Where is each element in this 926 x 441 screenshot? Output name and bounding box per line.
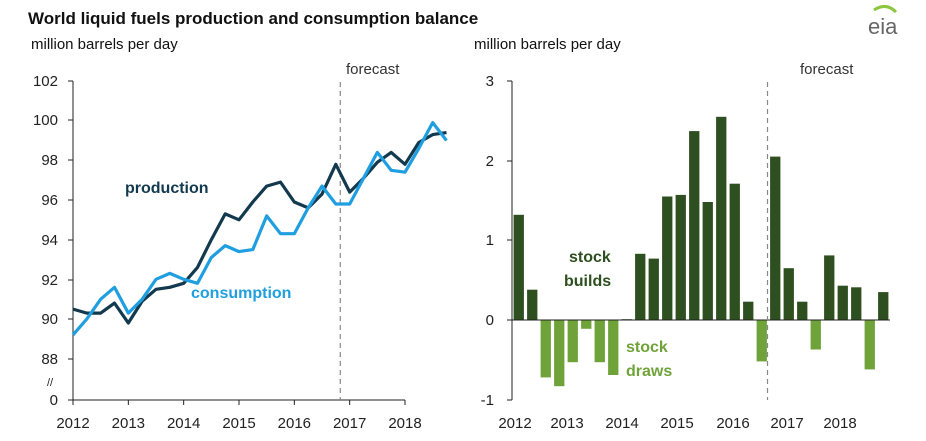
left-y-tick-98: 98 — [41, 152, 58, 169]
stock-draws-label-line1: stock — [626, 339, 668, 356]
bar-2017Q4 — [824, 255, 835, 320]
left-y-tick-96: 96 — [41, 192, 58, 209]
left-y-tick-88: 88 — [41, 351, 58, 368]
left-x-tick-2014: 2014 — [167, 415, 200, 432]
bar-2018Q4 — [878, 292, 889, 320]
right-panel: million barrels per day forecast 3210-1 … — [474, 36, 890, 432]
right-bars — [513, 116, 889, 387]
left-panel: million barrels per day forecast 102 100 9… — [31, 36, 448, 432]
bar-2017Q2 — [797, 301, 808, 320]
left-x-tick-2013: 2013 — [112, 415, 145, 432]
left-y-tick-labels: 102 100 98 96 94 92 90 88 0 — [33, 73, 58, 409]
bar-2012Q2 — [527, 289, 538, 320]
right-y-tick--1: -1 — [481, 392, 494, 409]
bar-2015Q1 — [675, 194, 686, 320]
right-x-tick-2012: 2012 — [498, 415, 531, 432]
bar-2016Q4 — [770, 156, 781, 320]
bar-2012Q1 — [513, 214, 524, 320]
right-x-tick-2016: 2016 — [716, 415, 749, 432]
bar-2014Q3 — [648, 258, 659, 320]
left-x-tick-2018: 2018 — [388, 415, 421, 432]
bar-2015Q4 — [716, 116, 727, 320]
stock-builds-label-line1: stock — [569, 249, 611, 266]
bar-2013Q1 — [567, 320, 578, 363]
left-y-tick-0: 0 — [50, 392, 58, 409]
production-label: production — [125, 180, 209, 197]
bar-2018Q3 — [864, 320, 875, 370]
production-line — [72, 131, 447, 325]
logo-text: eia — [868, 14, 898, 39]
left-x-tick-labels: 2012 2013 2014 2015 2016 2017 2018 — [56, 415, 421, 432]
left-y-tick-100: 100 — [33, 112, 58, 129]
right-x-tick-labels: 2012 2013 2014 2015 2016 2017 2018 — [498, 415, 856, 432]
left-x-tick-2012: 2012 — [56, 415, 89, 432]
bar-2016Q1 — [729, 183, 740, 320]
right-y-tick-3: 3 — [486, 73, 494, 90]
bar-2014Q2 — [635, 253, 646, 320]
bar-2016Q3 — [756, 320, 767, 362]
bar-2017Q1 — [783, 268, 794, 320]
right-y-tick-labels: 3 2 1 0 -1 — [481, 73, 494, 409]
chart-title: World liquid fuels production and consum… — [28, 9, 478, 28]
bar-2013Q2 — [581, 320, 592, 329]
bar-2015Q2 — [689, 131, 700, 320]
right-x-tick-2013: 2013 — [550, 415, 583, 432]
right-y-tick-2: 2 — [486, 153, 494, 170]
right-x-tick-2018: 2018 — [823, 415, 856, 432]
left-forecast-label: forecast — [346, 61, 400, 78]
bar-2012Q3 — [540, 320, 551, 378]
left-y-tick-92: 92 — [41, 272, 58, 289]
bar-2016Q2 — [743, 301, 754, 320]
left-series-lines — [71, 120, 448, 336]
consumption-line — [71, 120, 448, 336]
bar-2018Q2 — [851, 287, 862, 320]
stock-draws-label-line2: draws — [626, 363, 672, 380]
left-y-tick-102: 102 — [33, 73, 58, 90]
bar-2018Q1 — [837, 285, 848, 320]
bar-2015Q3 — [702, 202, 713, 320]
left-x-tick-2015: 2015 — [222, 415, 255, 432]
right-forecast-label: forecast — [800, 61, 854, 78]
left-units-label: million barrels per day — [31, 36, 178, 53]
left-x-tick-2017: 2017 — [333, 415, 366, 432]
left-y-tick-90: 90 — [41, 311, 58, 328]
right-y-tick-0: 0 — [486, 312, 494, 329]
eia-logo: eia — [868, 5, 898, 39]
left-axes — [68, 80, 406, 405]
logo-swoosh — [873, 5, 898, 14]
right-y-tick-1: 1 — [486, 232, 494, 249]
bar-2013Q3 — [594, 320, 605, 363]
bar-2014Q4 — [662, 196, 673, 320]
consumption-label: consumption — [191, 285, 291, 302]
right-x-tick-2014: 2014 — [605, 415, 638, 432]
left-y-tick-94: 94 — [41, 232, 58, 249]
axis-break-symbol: // — [47, 377, 54, 389]
bar-2012Q4 — [554, 320, 565, 387]
bar-2017Q3 — [810, 320, 821, 350]
bar-2013Q4 — [608, 320, 619, 375]
right-units-label: million barrels per day — [474, 36, 621, 53]
right-x-tick-2017: 2017 — [770, 415, 803, 432]
stock-builds-label-line2: builds — [564, 273, 611, 290]
right-axes — [507, 80, 890, 401]
right-x-tick-2015: 2015 — [660, 415, 693, 432]
left-x-tick-2016: 2016 — [278, 415, 311, 432]
